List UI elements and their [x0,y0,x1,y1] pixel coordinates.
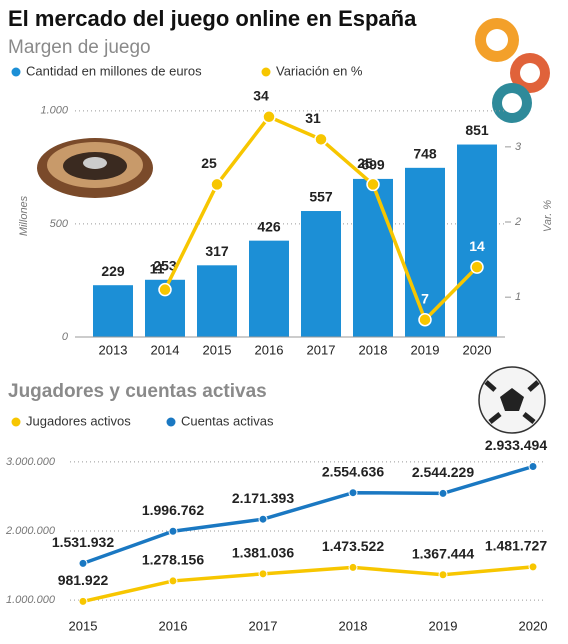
series-point [528,562,538,572]
y2-tick-label: 2 [514,216,521,228]
variation-label: 11 [150,260,165,276]
y-tick-label: 2.000.000 [5,525,56,537]
variation-point [210,177,224,192]
y-tick-label: 1.000.000 [6,594,56,606]
data-label: 1.381.036 [232,545,294,561]
data-label: 1.367.444 [412,545,474,561]
y2-tick-label: 1 [515,291,521,303]
variation-point [470,260,484,274]
data-label: 1.473.522 [322,538,384,554]
series-point [78,596,88,606]
series-point [438,570,448,580]
x-tick-label: 2014 [151,342,180,357]
variation-point [158,282,172,297]
variation-label: 25 [357,155,373,171]
bar [301,211,341,337]
series-point [258,569,268,579]
series-point [168,576,178,586]
bar-value-label: 253 [153,257,177,273]
bar [353,178,393,337]
x-tick-label: 2016 [159,618,188,633]
legend-marker [166,417,176,427]
series-point [348,562,358,572]
data-label: 1.996.762 [142,502,204,518]
bar [405,167,445,337]
variation-point [314,132,328,147]
chart-title: El mercado del juego online en España [8,6,417,31]
variation-label: 7 [421,290,429,306]
legend-label: Cantidad en millones de euros [26,63,202,78]
y-tick-label: 1.000 [40,105,68,117]
x-tick-label: 2017 [249,618,278,633]
series-line [82,565,534,604]
series-point [168,526,178,536]
data-label: 981.922 [58,572,109,588]
data-label: 1.531.932 [52,534,114,550]
legend-marker [11,67,21,77]
bar-value-label: 748 [413,146,437,162]
y-tick-label: 500 [50,218,69,230]
y-tick-label: 3.000.000 [6,456,56,468]
data-label: 2.171.393 [232,490,294,506]
bar [93,285,133,337]
bar-value-label: 699 [361,157,385,173]
bar-value-label: 557 [309,189,333,205]
x-tick-label: 2020 [519,618,548,633]
variation-point [418,312,432,327]
bar-value-label: 851 [465,122,489,138]
y-tick-label: 0 [62,331,69,343]
series-point [438,488,448,498]
x-tick-label: 2017 [307,342,336,357]
x-tick-label: 2015 [203,342,232,357]
bar-value-label: 317 [205,243,229,259]
legend-label: Jugadores activos [26,413,131,428]
x-tick-label: 2019 [411,342,440,357]
legend-label: Cuentas activas [181,413,274,428]
variation-point [366,177,380,192]
variation-label: 31 [305,110,321,126]
bar-value-label: 229 [101,263,125,279]
bar [197,265,237,337]
chart-subtitle: Margen de juego [8,37,151,58]
roulette-illustration [37,138,153,198]
series-line [82,464,534,566]
bar-value-label: 426 [257,218,281,234]
bar [457,144,497,337]
legend-marker [11,417,21,427]
data-label: 1.481.727 [485,538,547,554]
data-label: 2.554.636 [322,463,384,479]
variation-label: 14 [469,238,485,254]
data-label: 2.933.494 [485,437,547,453]
x-tick-label: 2013 [99,342,128,357]
data-label: 1.278.156 [142,552,204,568]
x-tick-label: 2019 [429,618,458,633]
lottery-balls-illustration [475,18,550,123]
y2-axis-label: Var. % [542,200,554,232]
series-point [258,514,268,524]
series-point [78,558,88,568]
y2-tick-label: 3 [515,141,522,153]
variation-label: 25 [201,155,217,171]
chart-title: Jugadores y cuentas activas [8,381,267,402]
x-tick-label: 2020 [463,342,492,357]
series-point [528,462,538,472]
x-tick-label: 2018 [339,618,368,633]
variation-point [262,110,276,124]
x-tick-label: 2016 [255,342,284,357]
x-tick-label: 2015 [69,618,98,633]
bar [249,240,289,337]
data-label: 2.544.229 [412,464,474,480]
series-point [348,488,358,498]
x-tick-label: 2018 [359,342,388,357]
y-axis-label: Millones [18,195,30,236]
football-illustration [478,366,546,434]
variation-label: 34 [253,87,269,103]
legend-label: Variación en % [276,63,363,78]
legend-marker [261,67,271,77]
